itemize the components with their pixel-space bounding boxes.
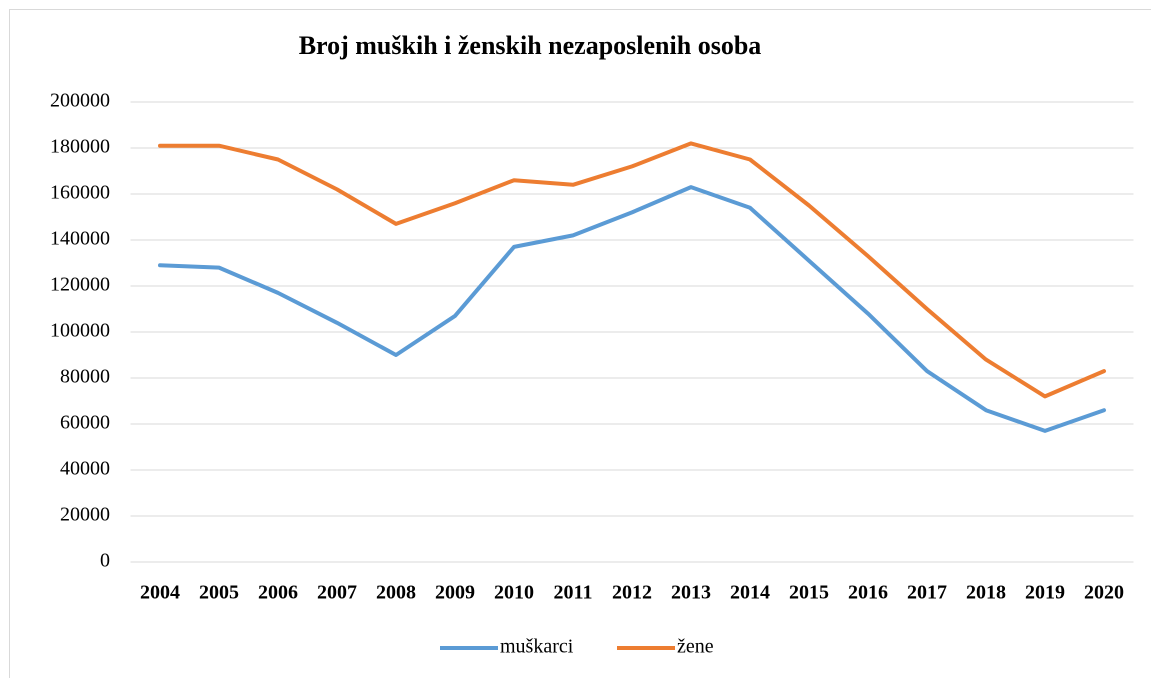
x-tick-label: 2018	[966, 582, 1006, 604]
y-tick-label: 200000	[50, 90, 110, 112]
y-tick-label: 20000	[60, 504, 110, 526]
y-tick-label: 100000	[50, 320, 110, 342]
legend-label: muškarci	[500, 636, 574, 658]
y-tick-label: 120000	[50, 274, 110, 296]
data-line	[158, 141, 1106, 399]
y-tick-label: 180000	[50, 136, 110, 158]
y-tick-label: 0	[100, 550, 110, 572]
x-tick-label: 2008	[376, 582, 416, 604]
chart-border	[9, 9, 1151, 678]
x-tick-label: 2013	[671, 582, 711, 604]
x-tick-label: 2011	[554, 582, 593, 604]
x-tick-label: 2007	[317, 582, 357, 604]
x-tick-label: 2010	[494, 582, 534, 604]
chart-title: Broj muških i ženskih nezaposlenih osoba	[299, 31, 762, 60]
y-tick-label: 80000	[60, 366, 110, 388]
x-tick-label: 2020	[1084, 582, 1124, 604]
x-tick-label: 2014	[730, 582, 770, 604]
x-tick-label: 2012	[612, 582, 652, 604]
data-line	[158, 185, 1106, 433]
x-tick-label: 2016	[848, 582, 888, 604]
x-tick-label: 2006	[258, 582, 298, 604]
x-tick-label: 2004	[140, 582, 180, 604]
x-tick-label: 2015	[789, 582, 829, 604]
x-tick-label: 2019	[1025, 582, 1065, 604]
y-tick-label: 140000	[50, 228, 110, 250]
y-tick-label: 160000	[50, 182, 110, 204]
x-tick-label: 2009	[435, 582, 475, 604]
x-tick-label: 2005	[199, 582, 239, 604]
y-tick-label: 40000	[60, 458, 110, 480]
legend-label: žene	[677, 636, 714, 658]
y-tick-label: 60000	[60, 412, 110, 434]
x-tick-label: 2017	[907, 582, 947, 604]
